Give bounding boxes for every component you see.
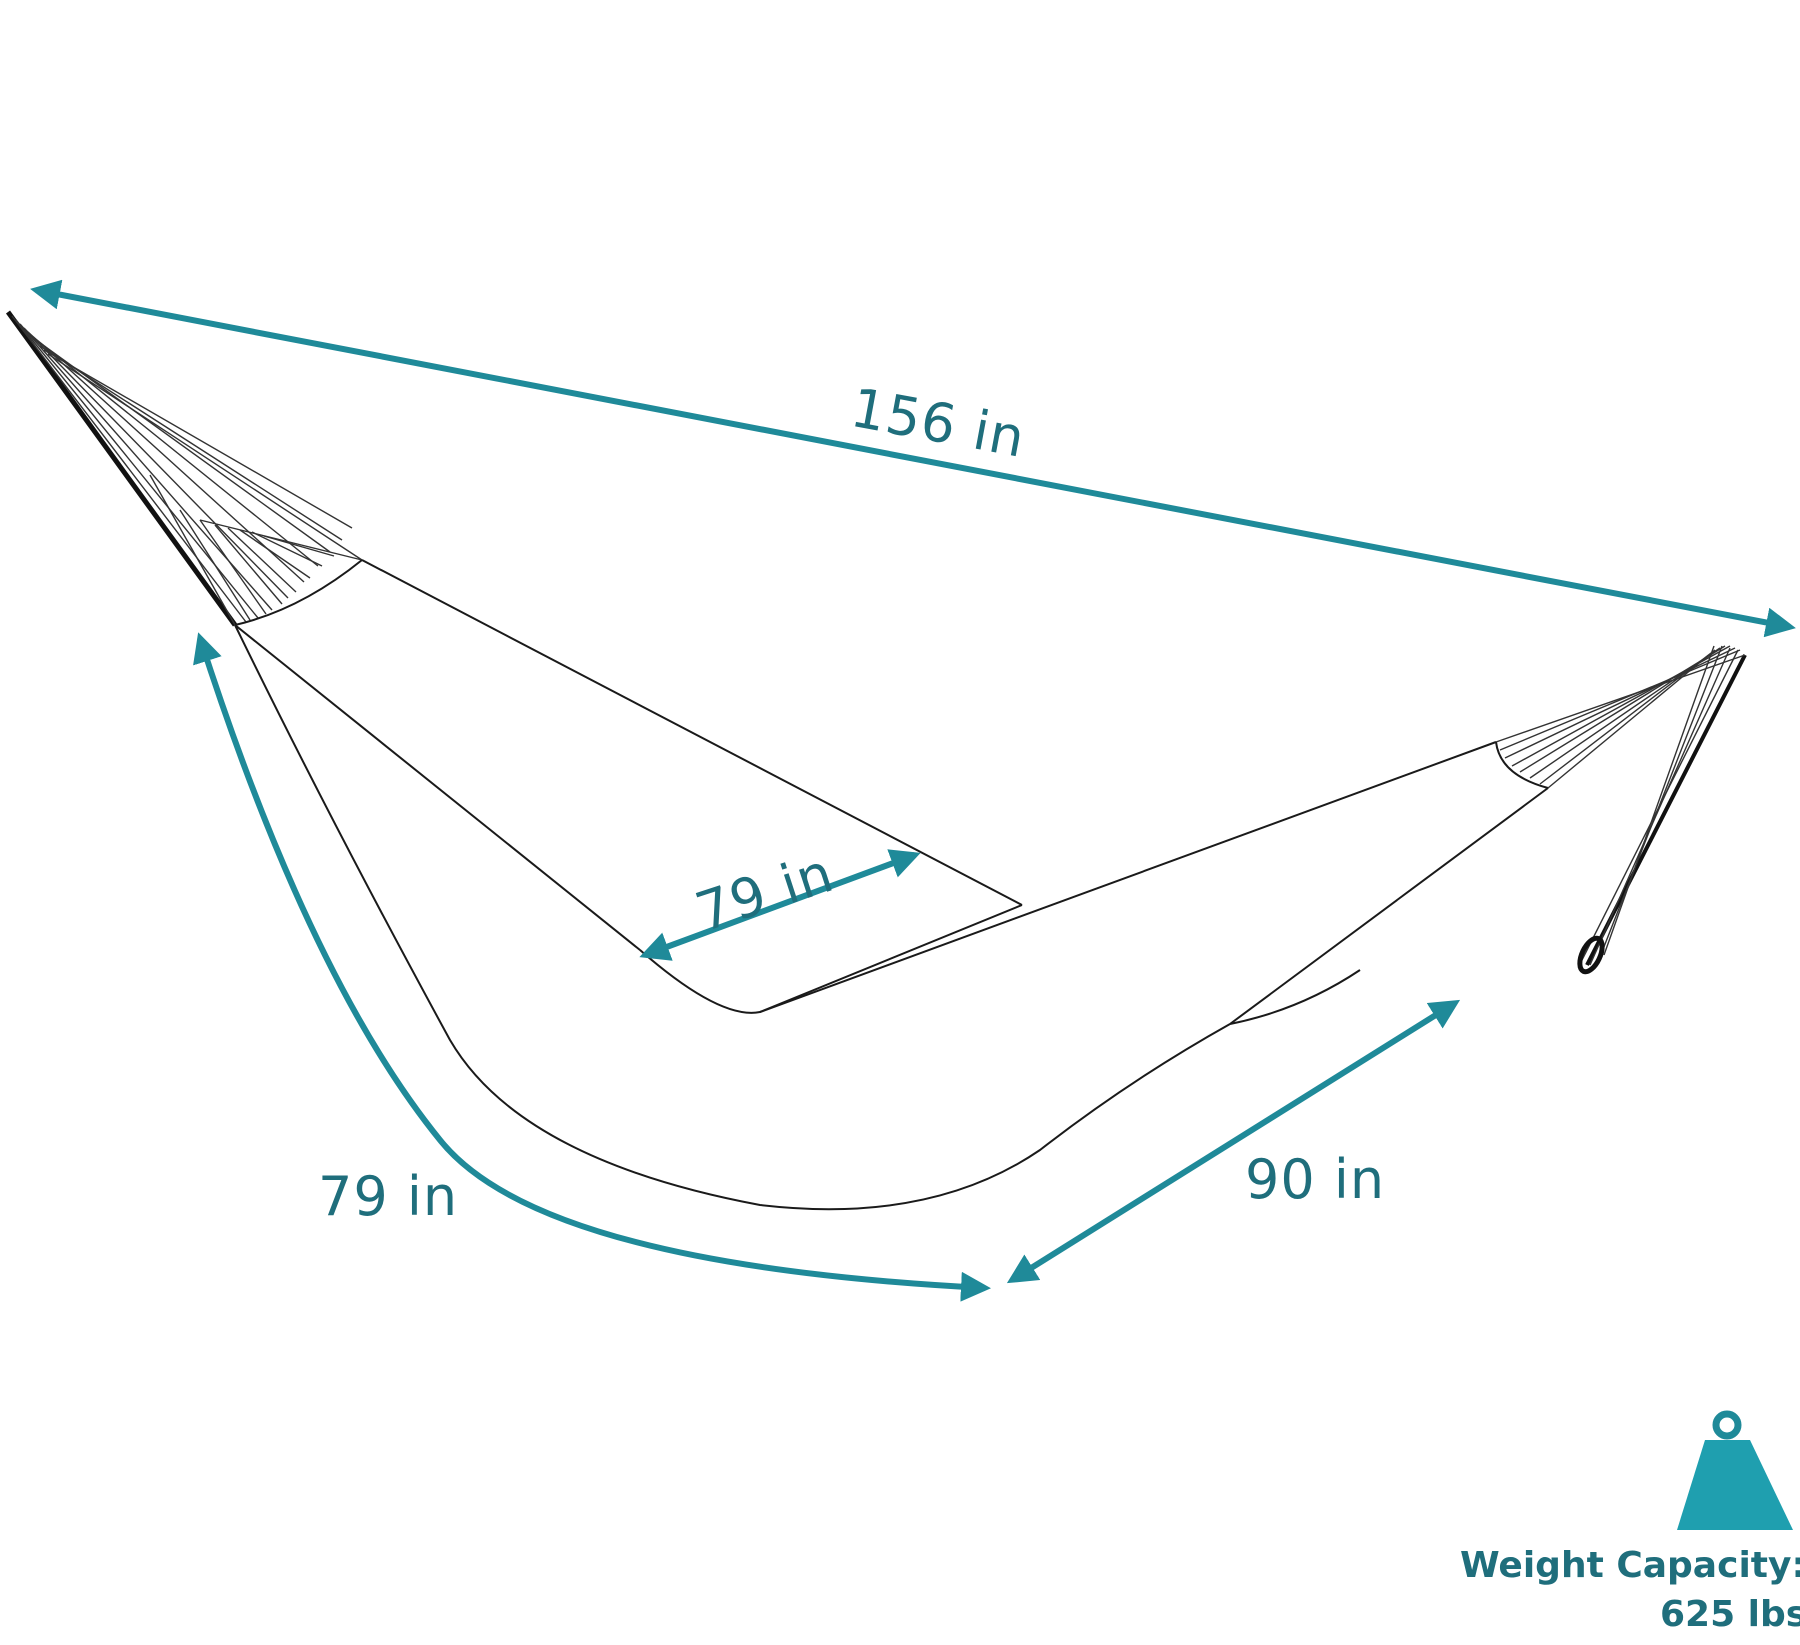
weight-capacity-label: Weight Capacity: (1460, 1545, 1800, 1586)
dimension-arrows (30, 279, 1796, 1302)
side-length-arrow (193, 632, 991, 1302)
hammock-bed (234, 559, 1549, 1211)
side-length-label: 79 in (318, 1165, 458, 1228)
overall-length-label: 156 in (846, 376, 1030, 470)
bed-width-label: 79 in (688, 841, 841, 944)
hammock-illustration (5, 310, 1747, 1211)
bed-length-arrow (1006, 999, 1461, 1284)
right-rope-bundle (1495, 645, 1747, 975)
left-rope-bundle (5, 310, 363, 627)
hanging-loop (1577, 935, 1605, 975)
bed-length-label: 90 in (1245, 1148, 1385, 1211)
overall-length-arrow (30, 279, 1796, 638)
weight-icon (1677, 1410, 1793, 1530)
weight-capacity-value: 625 lbs (1660, 1594, 1800, 1635)
